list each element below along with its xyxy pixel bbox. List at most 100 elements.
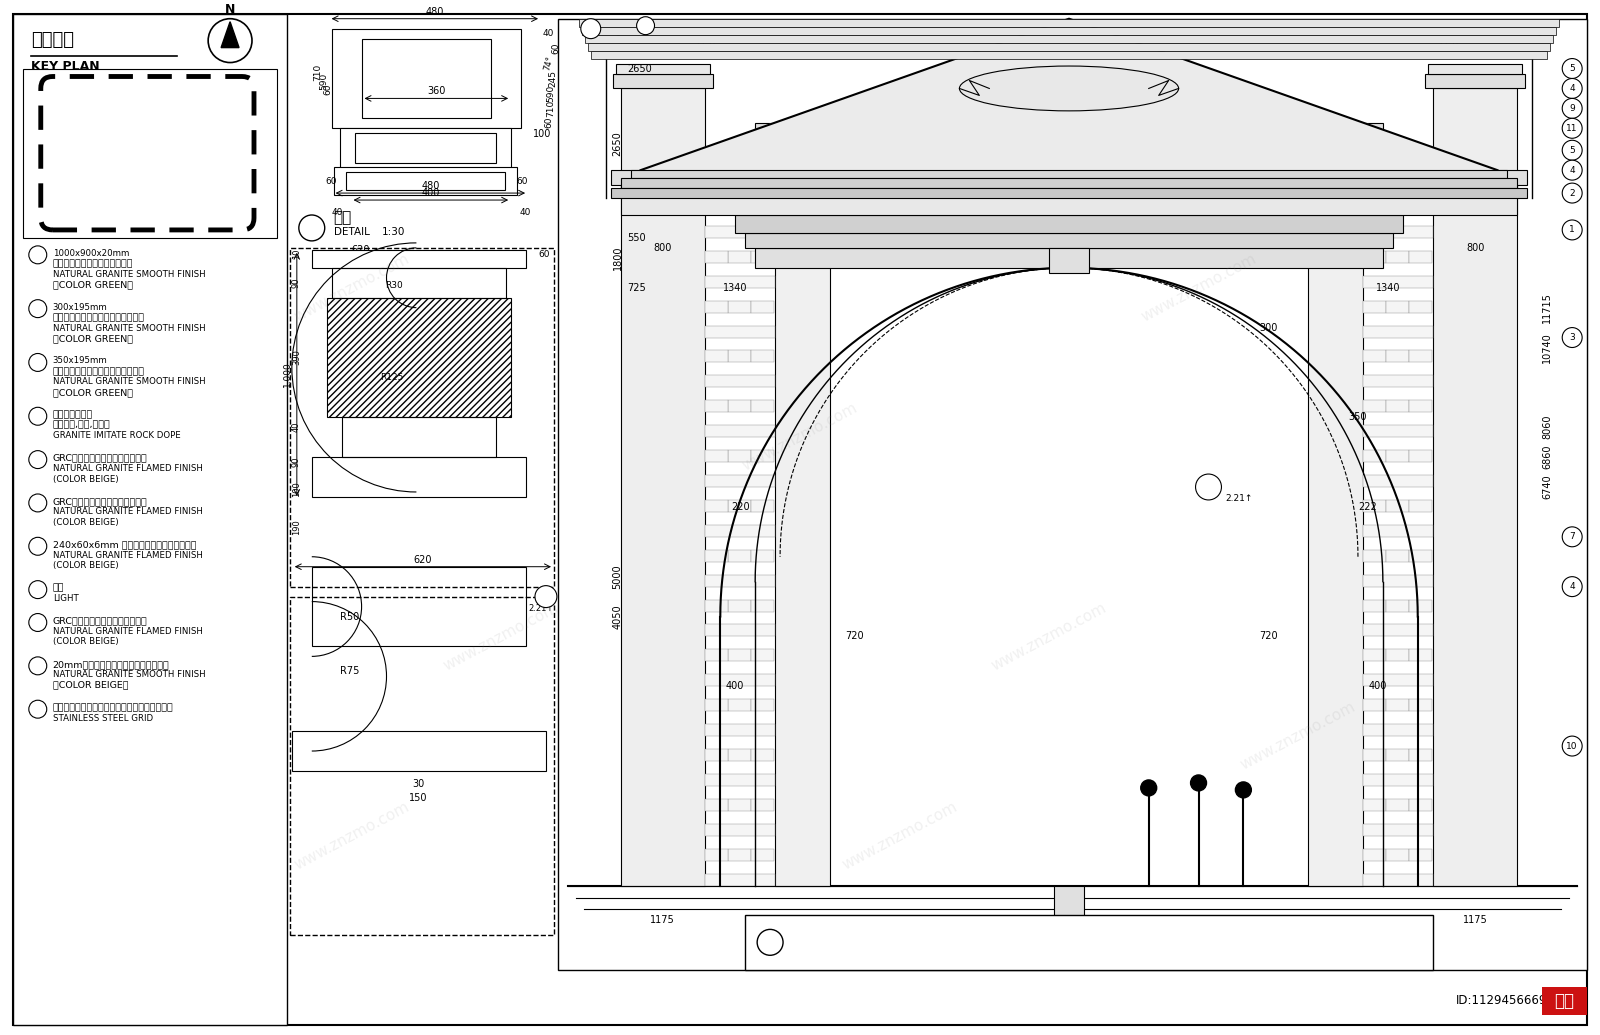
- Text: www.znzmo.com: www.znzmo.com: [1238, 700, 1358, 773]
- Text: 60: 60: [538, 250, 550, 260]
- Bar: [750, 849, 774, 861]
- Text: 245: 245: [547, 70, 557, 87]
- Bar: [1386, 749, 1408, 761]
- Bar: [1408, 700, 1432, 711]
- Bar: [1363, 649, 1386, 661]
- Text: 4: 4: [1570, 84, 1574, 93]
- Text: 5200: 5200: [1056, 63, 1082, 73]
- Bar: [728, 151, 750, 164]
- Bar: [1386, 500, 1408, 512]
- Circle shape: [29, 300, 46, 318]
- Text: 100: 100: [291, 481, 301, 497]
- Bar: [334, 168, 517, 195]
- Text: NATURAL GRANITE SMOOTH FINISH: NATURAL GRANITE SMOOTH FINISH: [53, 671, 205, 679]
- Text: 知末: 知末: [1554, 993, 1574, 1010]
- Bar: [621, 185, 1517, 215]
- Bar: [1363, 226, 1432, 238]
- Bar: [1363, 525, 1432, 537]
- Text: STAINLESS STEEL GRID: STAINLESS STEEL GRID: [53, 714, 154, 722]
- Circle shape: [208, 19, 251, 62]
- Text: 1,000: 1,000: [283, 361, 291, 387]
- Text: 2650: 2650: [613, 130, 622, 155]
- Bar: [1363, 500, 1386, 512]
- Bar: [1386, 301, 1408, 313]
- Circle shape: [1562, 59, 1582, 79]
- Bar: [1386, 201, 1408, 213]
- Bar: [728, 450, 750, 462]
- Text: www.znzmo.com: www.znzmo.com: [739, 401, 861, 474]
- Bar: [728, 599, 750, 612]
- Text: 10: 10: [1566, 741, 1578, 750]
- Bar: [587, 42, 1550, 51]
- Bar: [706, 475, 774, 487]
- Bar: [706, 624, 774, 637]
- Text: （COLOR GREEN）: （COLOR GREEN）: [53, 334, 133, 343]
- Bar: [616, 63, 710, 73]
- Text: 9: 9: [1570, 104, 1574, 113]
- Bar: [706, 401, 728, 412]
- Text: 4145: 4145: [827, 164, 853, 173]
- Text: 190: 190: [291, 519, 301, 535]
- Bar: [706, 749, 728, 761]
- Text: KEY PLAN: KEY PLAN: [30, 60, 99, 72]
- Circle shape: [1562, 220, 1582, 240]
- Text: 20mm厚光面天然花岗岩（山东黄金麻）: 20mm厚光面天然花岗岩（山东黄金麻）: [53, 660, 170, 669]
- Text: 710: 710: [314, 64, 322, 81]
- Text: 2: 2: [1205, 482, 1213, 492]
- Text: 300: 300: [1259, 323, 1277, 332]
- Bar: [1363, 550, 1386, 562]
- Bar: [1408, 301, 1432, 313]
- Text: 光面天然花岗岩（山东黄金麻）: 光面天然花岗岩（山东黄金麻）: [53, 260, 133, 268]
- Text: FEATURE ENTRANCE ELEVATION: FEATURE ENTRANCE ELEVATION: [795, 949, 973, 959]
- Text: 6: 6: [35, 499, 40, 507]
- Bar: [1386, 450, 1408, 462]
- Text: GRC预制浮雕（米黄色仿石涂料）: GRC预制浮雕（米黄色仿石涂料）: [53, 617, 147, 625]
- Bar: [746, 915, 1432, 970]
- Bar: [312, 567, 526, 647]
- Bar: [1408, 649, 1432, 661]
- Text: 6: 6: [643, 21, 648, 30]
- Bar: [1386, 649, 1408, 661]
- Bar: [728, 301, 750, 313]
- Bar: [706, 226, 774, 238]
- Text: 121°: 121°: [1058, 109, 1080, 118]
- Circle shape: [29, 657, 46, 675]
- Text: N: N: [226, 3, 235, 16]
- Text: 11: 11: [32, 705, 43, 714]
- Circle shape: [1562, 328, 1582, 348]
- Bar: [1408, 151, 1432, 164]
- Text: 400: 400: [726, 681, 744, 691]
- Text: 11715: 11715: [1542, 292, 1552, 323]
- Bar: [728, 201, 750, 213]
- Text: 5000: 5000: [613, 564, 622, 589]
- Bar: [326, 298, 510, 417]
- Circle shape: [29, 581, 46, 598]
- Text: GRANITE IMITATE ROCK DOPE: GRANITE IMITATE ROCK DOPE: [53, 432, 181, 440]
- Text: 60: 60: [325, 177, 336, 185]
- Text: NATURAL GRANITE SMOOTH FINISH: NATURAL GRANITE SMOOTH FINISH: [53, 270, 205, 278]
- Bar: [1054, 886, 1083, 925]
- Bar: [312, 249, 526, 268]
- Bar: [774, 158, 830, 886]
- Bar: [1386, 250, 1408, 263]
- Bar: [1408, 351, 1432, 362]
- Text: 4: 4: [35, 412, 40, 421]
- FancyBboxPatch shape: [40, 77, 254, 230]
- Bar: [1542, 987, 1587, 1015]
- Bar: [706, 599, 728, 612]
- Text: NATURAL GRANITE FLAMED FINISH: NATURAL GRANITE FLAMED FINISH: [53, 627, 203, 635]
- Text: 7000: 7000: [1054, 21, 1083, 31]
- Bar: [1408, 749, 1432, 761]
- Bar: [1363, 675, 1432, 686]
- Text: 1340: 1340: [723, 283, 747, 293]
- Text: 大样: 大样: [334, 210, 352, 226]
- Text: 40: 40: [291, 422, 301, 433]
- Text: 4: 4: [1570, 582, 1574, 591]
- Bar: [1432, 88, 1517, 886]
- Text: 1000x900x20mm: 1000x900x20mm: [53, 248, 130, 258]
- Text: 3: 3: [35, 358, 40, 367]
- Text: 金属字拉丝锈钢（古铜色）字体为方正隶二简体: 金属字拉丝锈钢（古铜色）字体为方正隶二简体: [53, 703, 173, 712]
- Bar: [1363, 574, 1432, 587]
- Text: 1800: 1800: [792, 223, 818, 233]
- Circle shape: [29, 450, 46, 469]
